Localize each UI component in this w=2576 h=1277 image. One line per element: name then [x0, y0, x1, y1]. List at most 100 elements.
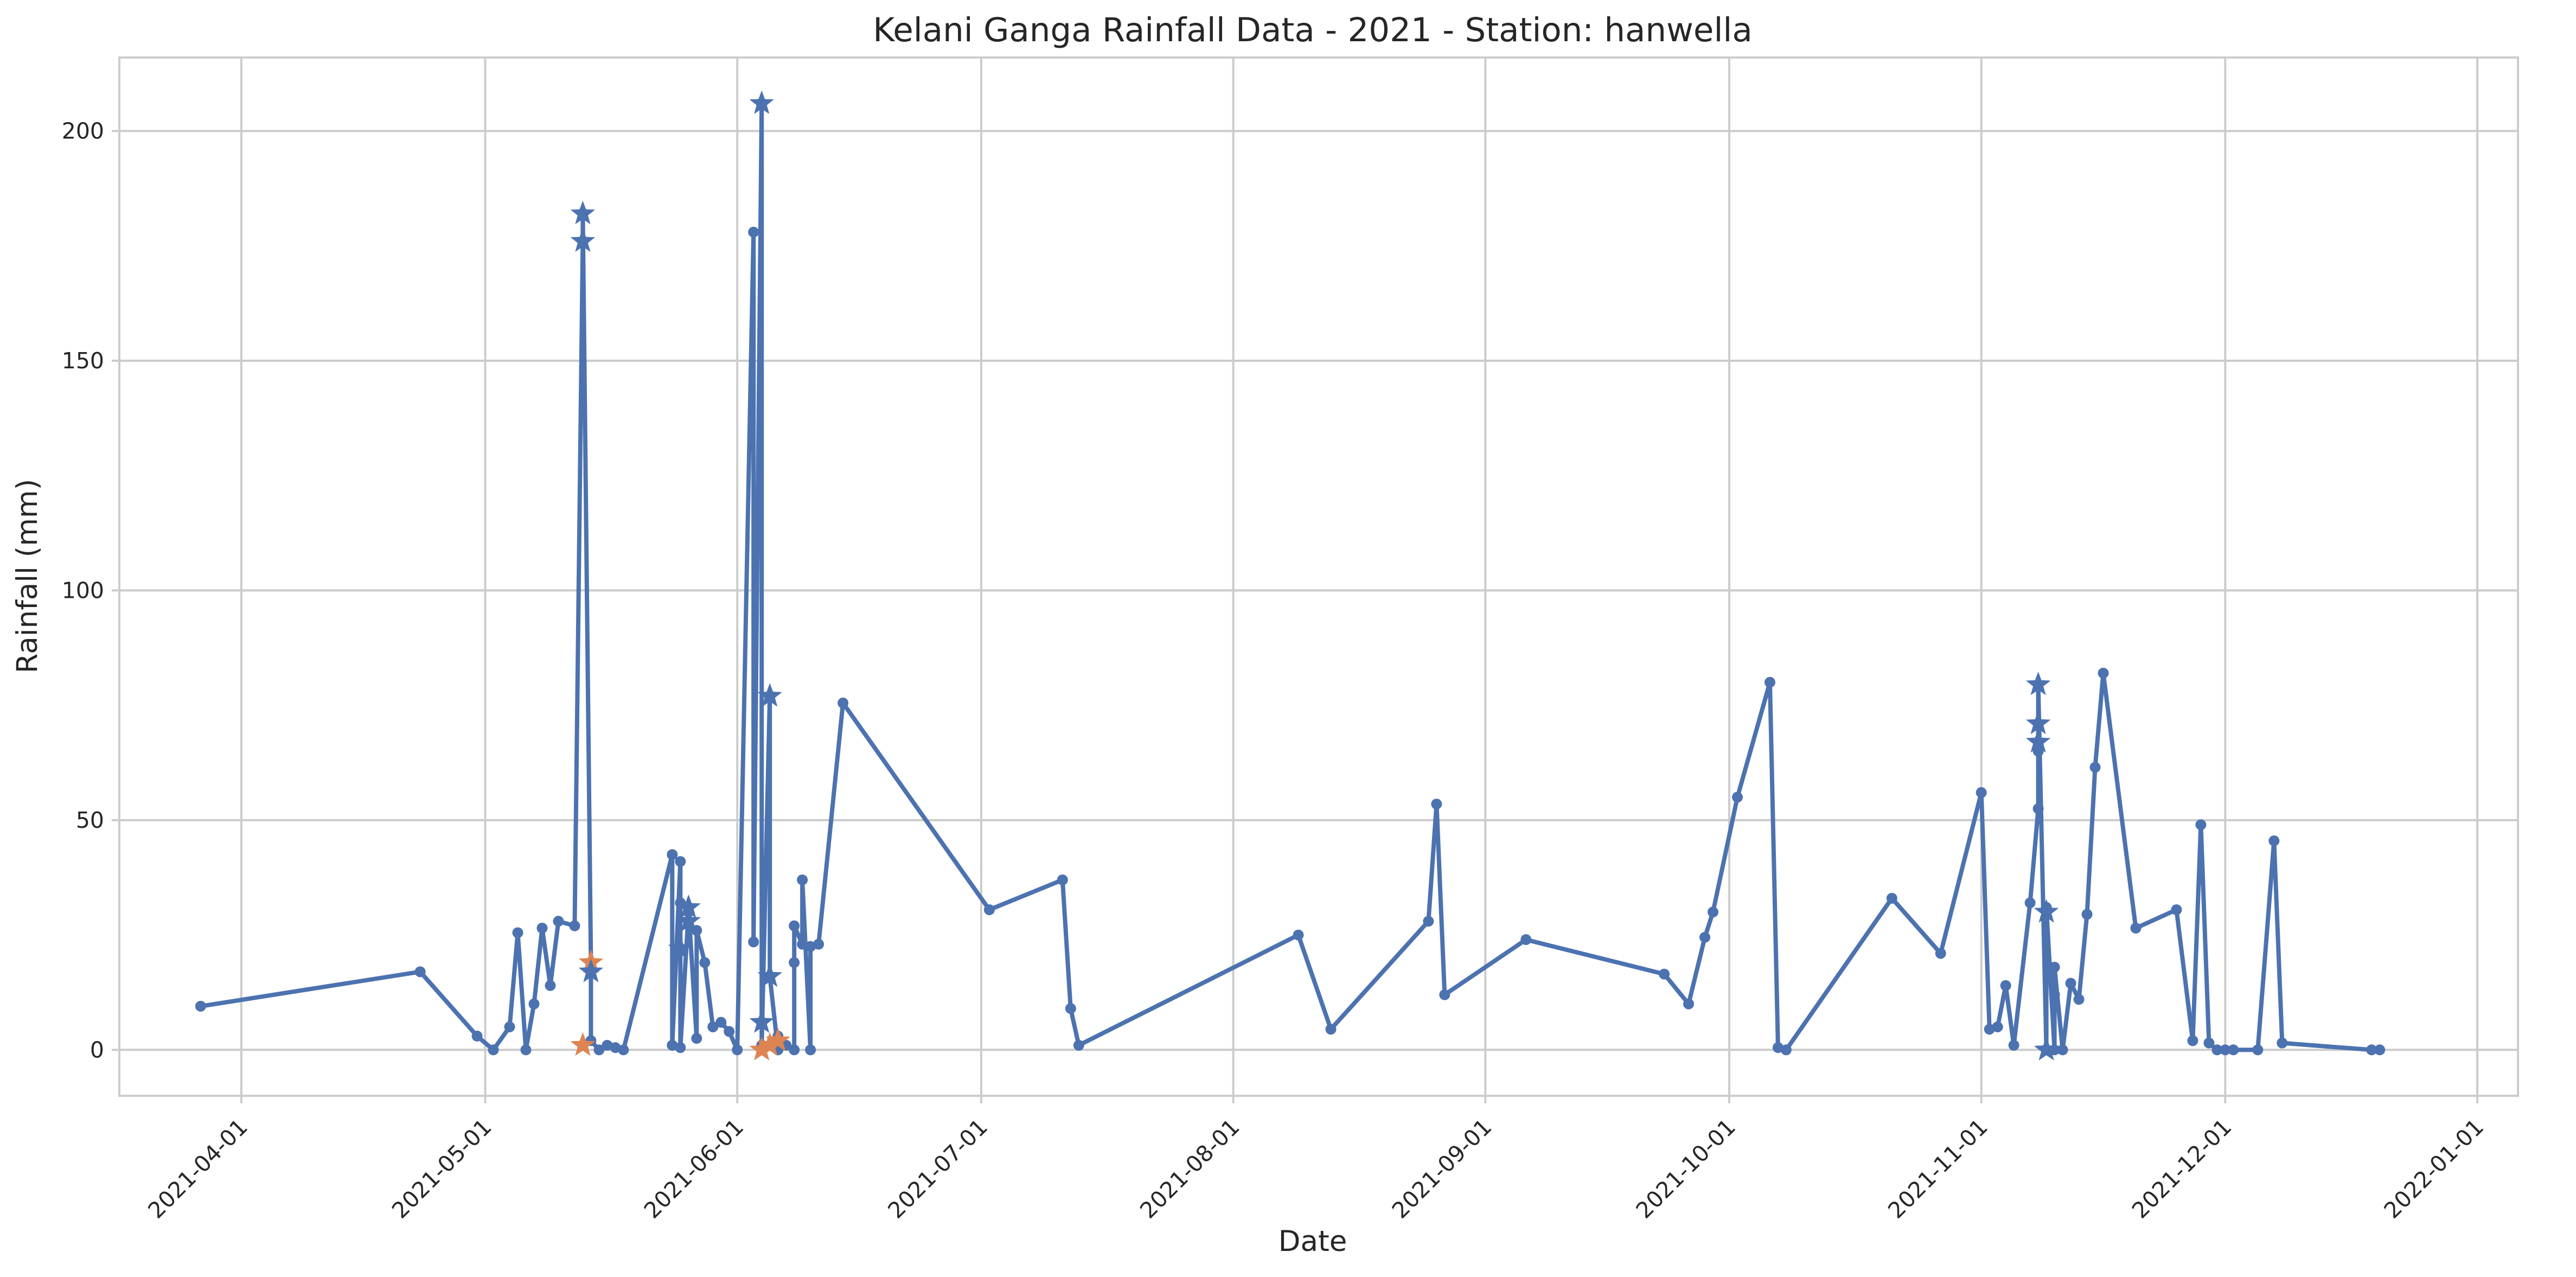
- data-point: [1992, 1021, 2003, 1032]
- y-tick-label: 100: [62, 577, 104, 603]
- data-point: [2203, 1037, 2215, 1049]
- data-point: [748, 226, 759, 238]
- data-point: [618, 1044, 629, 1056]
- data-point: [195, 1000, 206, 1012]
- data-point: [1772, 1042, 1784, 1053]
- data-point: [2049, 989, 2060, 1000]
- star-marker: [2025, 672, 2051, 695]
- data-point: [724, 1026, 735, 1037]
- star-marker: [757, 963, 782, 987]
- data-point: [667, 849, 678, 860]
- data-point: [699, 957, 711, 968]
- data-point: [2000, 980, 2011, 991]
- data-point: [2277, 1037, 2288, 1049]
- plot-frame: [118, 56, 2519, 1097]
- star-marker: [2034, 899, 2059, 923]
- y-tick-label: 0: [90, 1037, 104, 1063]
- data-point: [797, 874, 808, 885]
- data-point: [2032, 803, 2044, 814]
- data-point: [488, 1044, 499, 1056]
- star-marker: [749, 1037, 774, 1061]
- data-point: [2366, 1044, 2377, 1056]
- data-point: [512, 927, 523, 938]
- star-marker: [570, 1032, 596, 1056]
- data-point: [414, 966, 426, 978]
- data-point: [1293, 929, 1304, 941]
- data-point: [553, 916, 564, 927]
- data-point: [838, 697, 849, 708]
- data-point: [2211, 1044, 2223, 1056]
- data-point: [1886, 892, 1897, 904]
- data-point: [1520, 934, 1532, 946]
- data-point: [2049, 961, 2060, 973]
- data-point: [528, 998, 540, 1010]
- data-point: [715, 1017, 727, 1028]
- data-point: [707, 1021, 719, 1032]
- x-axis-title: Date: [1279, 1225, 1347, 1258]
- data-point: [2130, 922, 2142, 934]
- data-point: [1439, 989, 1450, 1000]
- data-point: [675, 1042, 686, 1053]
- data-point: [2187, 1035, 2198, 1046]
- star-marker: [749, 90, 774, 114]
- data-point: [2268, 835, 2280, 846]
- y-tick-label: 50: [76, 807, 104, 833]
- y-axis-title: Rainfall (mm): [11, 479, 44, 674]
- data-point: [1708, 906, 1719, 918]
- data-point: [1423, 916, 1434, 927]
- star-marker: [765, 1027, 790, 1051]
- data-point: [610, 1042, 621, 1053]
- data-point: [2228, 1044, 2239, 1056]
- data-point: [602, 1039, 613, 1051]
- data-point: [2252, 1044, 2264, 1056]
- data-point: [471, 1030, 483, 1042]
- data-point: [536, 922, 548, 934]
- data-point: [1699, 931, 1711, 943]
- data-point: [1683, 998, 1695, 1010]
- star-marker: [749, 1009, 774, 1033]
- data-point: [2195, 819, 2207, 831]
- data-point: [983, 904, 995, 916]
- data-point: [2220, 1044, 2231, 1056]
- data-point: [805, 941, 816, 952]
- data-point: [2089, 762, 2101, 773]
- data-point: [748, 936, 759, 948]
- y-tick-label: 200: [62, 118, 104, 144]
- star-marker: [2025, 711, 2051, 735]
- data-point: [545, 980, 556, 991]
- data-point: [2171, 904, 2182, 916]
- data-point: [2081, 909, 2093, 920]
- star-marker: [757, 1032, 782, 1056]
- data-point: [1325, 1024, 1337, 1035]
- star-marker: [2034, 1037, 2059, 1061]
- data-point: [2057, 1044, 2068, 1056]
- data-point: [675, 856, 686, 867]
- data-point: [1984, 1024, 1995, 1035]
- data-point: [1976, 787, 1987, 799]
- chart-title: Kelani Ganga Rainfall Data - 2021 - Stat…: [873, 11, 1752, 49]
- star-marker: [668, 936, 693, 960]
- data-point: [2008, 1039, 2019, 1051]
- data-point: [569, 920, 580, 931]
- data-point: [520, 1044, 532, 1056]
- data-point: [813, 938, 824, 950]
- data-point: [2065, 978, 2076, 989]
- data-point: [2098, 667, 2109, 679]
- data-point: [2073, 994, 2085, 1005]
- data-point: [1065, 1003, 1076, 1014]
- data-point: [805, 1044, 816, 1056]
- data-point: [1073, 1039, 1084, 1051]
- data-point: [797, 938, 808, 950]
- data-point: [593, 1044, 605, 1056]
- star-marker-layer: [570, 90, 2059, 1061]
- data-point: [1780, 1044, 1792, 1056]
- data-point: [1431, 799, 1442, 810]
- data-point: [1764, 676, 1775, 688]
- data-point: [667, 1039, 678, 1051]
- star-marker: [676, 908, 701, 932]
- data-point: [1057, 874, 1068, 885]
- y-tick-label: 150: [62, 348, 104, 374]
- data-point: [789, 957, 800, 968]
